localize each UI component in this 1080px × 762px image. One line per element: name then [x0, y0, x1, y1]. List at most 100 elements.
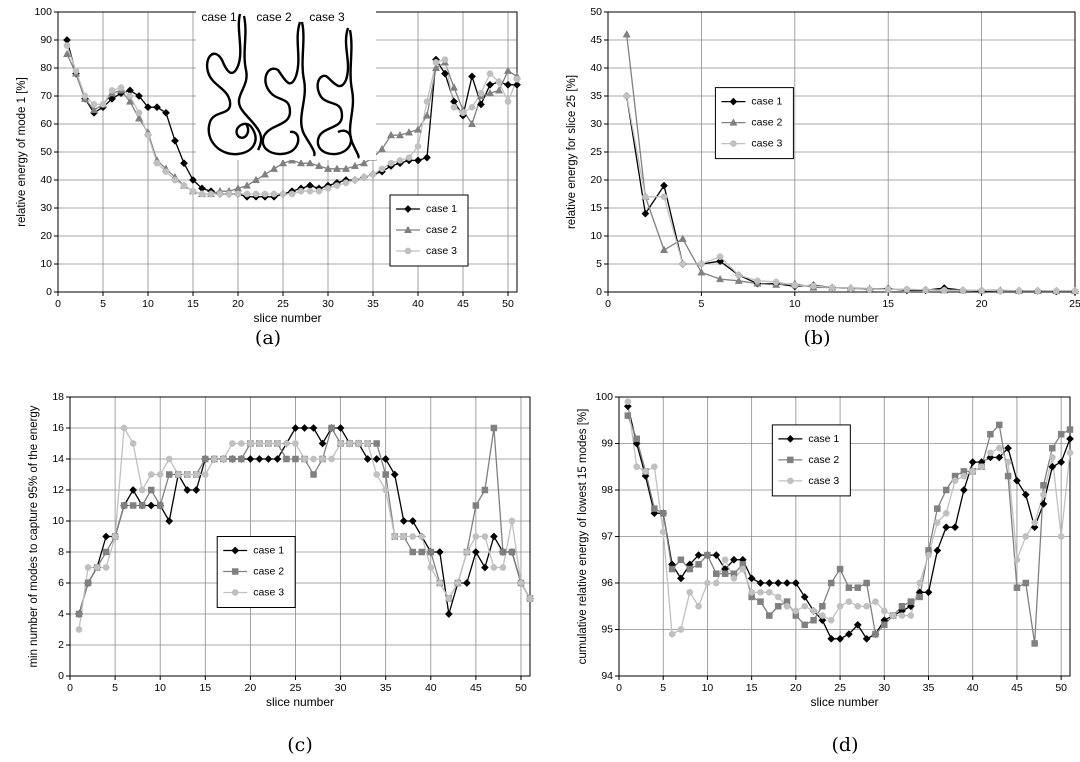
point: [138, 502, 146, 509]
point: [934, 519, 941, 526]
airway-shape: [316, 27, 353, 156]
point: [162, 168, 170, 175]
point: [800, 592, 809, 601]
point: [369, 171, 377, 178]
point: [490, 424, 498, 432]
point: [377, 144, 387, 153]
x-tick-label: 25: [277, 298, 289, 310]
point: [306, 187, 314, 195]
x-tick-label: 50: [1055, 682, 1067, 694]
point: [288, 190, 296, 198]
point: [404, 128, 414, 136]
point: [183, 471, 191, 478]
point: [517, 579, 525, 587]
point: [508, 548, 516, 556]
point: [995, 444, 1003, 452]
point: [898, 612, 906, 619]
point: [987, 430, 994, 438]
point: [748, 588, 755, 596]
point: [916, 579, 924, 587]
point: [844, 630, 853, 639]
legend-label: case 1: [751, 96, 782, 108]
point: [827, 579, 835, 587]
point: [659, 528, 667, 536]
point: [62, 49, 72, 58]
point: [153, 159, 161, 167]
point: [278, 158, 288, 167]
inset: case 1 case 2 case 3: [196, 4, 376, 160]
point: [862, 634, 871, 643]
series-line: [626, 95, 1075, 293]
point: [129, 440, 137, 447]
point: [996, 287, 1004, 295]
point: [660, 193, 668, 201]
point: [933, 546, 942, 555]
point: [468, 72, 476, 81]
y-tick-label: 0: [46, 286, 52, 298]
point: [216, 190, 224, 198]
point: [427, 564, 435, 571]
point: [783, 602, 791, 610]
point: [408, 517, 417, 525]
point: [108, 94, 116, 103]
point: [986, 453, 995, 462]
point: [242, 181, 252, 189]
point: [346, 440, 353, 447]
y-tick-label: 100: [595, 391, 613, 403]
point: [960, 472, 968, 480]
point: [1012, 476, 1021, 485]
point: [390, 470, 399, 479]
y-tick-label: 4: [58, 608, 64, 620]
point: [951, 477, 959, 485]
x-tick-label: 40: [412, 298, 424, 310]
point: [292, 455, 299, 463]
point: [350, 161, 360, 170]
legend-marker: [729, 97, 738, 106]
point: [120, 502, 128, 509]
point: [189, 176, 197, 184]
point: [332, 164, 342, 172]
point: [659, 510, 667, 517]
point: [721, 556, 729, 564]
caption: (c): [287, 734, 312, 756]
point: [651, 463, 658, 471]
point: [739, 565, 747, 573]
legend-label: case 2: [808, 454, 839, 466]
point: [436, 579, 444, 587]
point: [907, 598, 915, 605]
airway-shape: [261, 21, 302, 156]
point: [454, 579, 462, 587]
point: [423, 153, 431, 162]
point: [102, 564, 110, 571]
point: [378, 165, 386, 173]
y-tick-label: 70: [40, 90, 52, 102]
y-tick-label: 20: [590, 174, 602, 186]
point: [1022, 533, 1030, 540]
point: [414, 143, 422, 150]
point: [360, 173, 368, 181]
legend-label: case 2: [751, 117, 782, 129]
y-tick-label: 99: [601, 438, 613, 450]
point: [72, 67, 80, 75]
y-axis-label: relative energy for slice 25 [%]: [566, 75, 578, 229]
point: [686, 565, 693, 573]
plot-frame: [618, 396, 1071, 677]
x-tick-label: 0: [55, 298, 61, 310]
point: [305, 158, 315, 167]
legend-marker: [404, 205, 412, 213]
point: [481, 486, 489, 494]
point: [192, 471, 200, 478]
point: [987, 449, 994, 457]
point: [942, 486, 950, 494]
point: [135, 109, 143, 117]
point: [747, 574, 756, 583]
y-tick-label: 16: [52, 422, 64, 434]
point: [210, 455, 218, 463]
point: [526, 595, 534, 602]
point: [678, 234, 687, 242]
point: [261, 190, 269, 198]
point: [486, 80, 494, 89]
point: [757, 588, 764, 596]
x-tick-label: 30: [335, 682, 347, 694]
point: [623, 402, 632, 411]
